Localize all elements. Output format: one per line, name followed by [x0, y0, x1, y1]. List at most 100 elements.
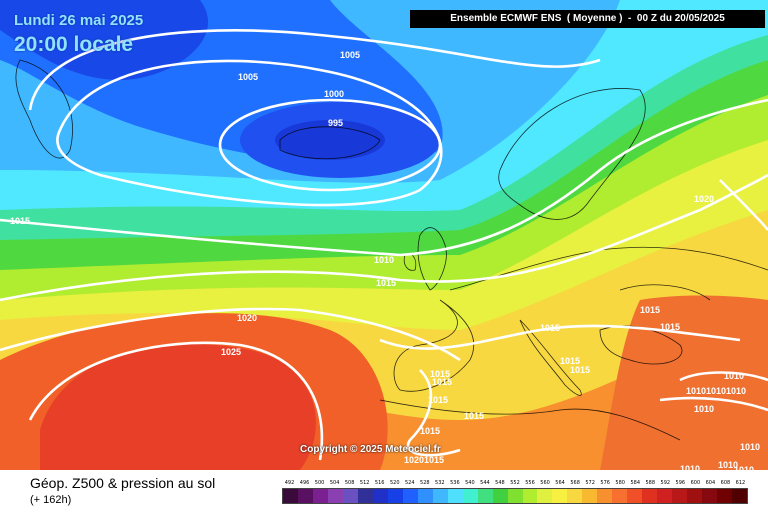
scale-value: 584: [630, 480, 640, 486]
scale-value: 572: [585, 480, 595, 486]
isobar-label: 1015: [10, 216, 30, 226]
scale-swatch: [447, 489, 463, 503]
scale-swatch: [507, 489, 523, 503]
scale-value: 600: [690, 480, 701, 486]
scale-swatch: [702, 489, 718, 503]
scale-swatch: [642, 489, 658, 503]
isobar-label: 1010: [726, 386, 746, 396]
scale-swatch: [312, 489, 328, 503]
isobar-label: 1015: [430, 369, 450, 379]
isobar-label: 1015: [560, 356, 580, 366]
copyright: Copyright © 2025 Meteociel.fr: [300, 444, 441, 455]
scale-value: 520: [389, 480, 400, 486]
model-banner: Ensemble ECMWF ENS ( Moyenne ) - 00 Z du…: [410, 10, 765, 28]
scale-swatch: [462, 489, 478, 503]
isobar-label: 1020: [404, 455, 424, 465]
isobar-label: 1025: [221, 347, 241, 357]
isobar-labels: 1005 1005 1000 995 1015 1010 1015 1020 1…: [10, 50, 760, 470]
isobar-label: 1010: [740, 442, 760, 452]
scale-swatch: [612, 489, 628, 503]
footer: Géop. Z500 & pression au sol (+ 162h) 49…: [0, 470, 768, 512]
isobar-label: 1010: [724, 371, 744, 381]
isobar-label: 1005: [238, 72, 258, 82]
isobar-label: 1010: [694, 404, 714, 414]
isobar-label: 1000: [324, 89, 344, 99]
scale-swatch: [387, 489, 403, 503]
isobar-label: 1010: [374, 255, 394, 265]
scale-value: 504: [329, 480, 340, 486]
scale-swatch: [627, 489, 643, 503]
scale-value: 580: [615, 480, 625, 486]
scale-value: 608: [720, 480, 731, 486]
isobar-label: 1015: [660, 322, 680, 332]
scale-swatch: [732, 489, 748, 503]
isobar-label: 1010: [718, 460, 738, 470]
isobar-label: 1010: [680, 464, 700, 470]
isobar-label: 1015: [640, 305, 660, 315]
forecast-date: Lundi 26 mai 2025: [14, 12, 144, 29]
scale-swatch: [672, 489, 688, 503]
color-scale: 492 496 500 504 508 512 516 520 524 528 532 536 540 5…: [282, 478, 748, 504]
scale-swatch: [297, 489, 313, 503]
scale-value: 568: [570, 480, 580, 486]
scale-value: 548: [495, 480, 505, 486]
isobars: [0, 29, 768, 461]
scale-value: 532: [435, 480, 445, 486]
scale-value: 512: [359, 480, 370, 486]
weather-map: 1005 1005 1000 995 1015 1010 1015 1020 1…: [0, 0, 768, 470]
scale-swatch: [372, 489, 388, 503]
scale-swatch: [327, 489, 343, 503]
band-red-deep: [40, 343, 316, 470]
isobar-label: 1015: [570, 365, 590, 375]
forecast-time: 20:00 locale: [14, 33, 134, 56]
isobar-label: 1020: [694, 194, 714, 204]
scale-value: 604: [705, 480, 716, 486]
scale-labels: 492 496 500 504 508 512 516 520 524 528 532 536 540 5…: [282, 478, 748, 488]
scale-value: 592: [660, 480, 671, 486]
scale-swatch: [477, 489, 493, 503]
isobar-label: 1010: [734, 465, 754, 470]
scale-value: 540: [465, 480, 475, 486]
isobar-label: 1015: [376, 278, 396, 288]
scale-swatch: [657, 489, 673, 503]
scale-value: 496: [299, 480, 310, 486]
scale-value: 528: [420, 480, 430, 486]
scale-swatch: [417, 489, 433, 503]
isobar-label: 1015: [464, 411, 484, 421]
band-blue-deep: [0, 0, 209, 80]
scale-value: 552: [510, 480, 520, 486]
scale-swatch: [537, 489, 553, 503]
scale-value: 544: [480, 480, 490, 486]
scale-swatch: [567, 489, 583, 503]
scale-swatch: [492, 489, 508, 503]
scale-swatch: [552, 489, 568, 503]
scale-value: 596: [675, 480, 686, 486]
scale-value: 564: [555, 480, 565, 486]
model-label: Ensemble ECMWF ENS ( Moyenne ) - 00 Z du…: [450, 13, 725, 24]
scale-value: 588: [645, 480, 656, 486]
scale-value: 492: [284, 480, 295, 486]
isobar-label: 1015: [432, 377, 452, 387]
scale-swatch: [432, 489, 448, 503]
scale-swatch: [597, 489, 613, 503]
scale-value: 612: [735, 480, 746, 486]
isobar-label: 1020: [237, 313, 257, 323]
coastlines: [15, 59, 768, 441]
scale-colors: [282, 488, 748, 504]
scale-value: 508: [344, 480, 355, 486]
isobar-label: 1015: [420, 426, 440, 436]
scale-swatch: [582, 489, 598, 503]
scale-value: 524: [404, 480, 415, 486]
isobar-label: 1015: [428, 395, 448, 405]
scale-value: 560: [540, 480, 550, 486]
isobar-label: 1015: [540, 323, 560, 333]
scale-swatch: [717, 489, 733, 503]
map-title: Géop. Z500 & pression au sol: [30, 475, 216, 491]
low-core-inner: [275, 120, 385, 160]
scale-value: 576: [600, 480, 610, 486]
scale-value: 500: [314, 480, 325, 486]
isobar-label: 1010: [706, 386, 726, 396]
forecast-lead: (+ 162h): [30, 494, 72, 506]
scale-swatch: [402, 489, 418, 503]
scale-swatch: [522, 489, 538, 503]
